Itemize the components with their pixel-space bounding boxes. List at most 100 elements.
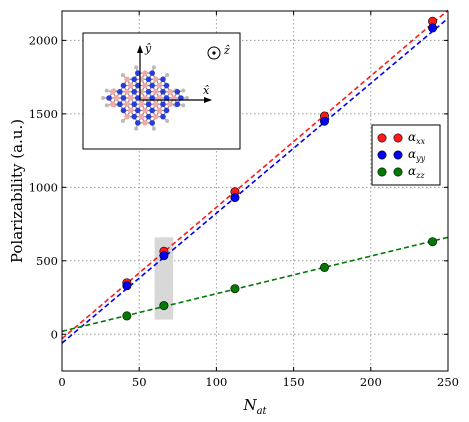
point-yy — [319, 116, 329, 126]
boron-atom — [152, 88, 159, 95]
molecule-inset: ŷ x̂ ẑ — [82, 32, 241, 150]
nitrogen-atom — [135, 82, 141, 89]
axis-ticks: 0 50 100 150 200 250 0 500 1000 1500 2000 — [29, 11, 459, 389]
point-zz — [230, 284, 240, 294]
nitrogen-atom — [149, 95, 155, 101]
legend-label-yy: αyy — [408, 147, 426, 163]
hydrogen-atom — [181, 103, 186, 108]
boron-atom — [142, 107, 148, 114]
nitrogen-atom — [163, 107, 170, 114]
x-tick-label: 100 — [205, 375, 227, 389]
nitrogen-atom — [117, 88, 123, 95]
nitrogen-atom — [131, 101, 138, 108]
boron-atom — [124, 113, 130, 120]
inset-y-axis-label: ŷ — [144, 42, 152, 55]
legend-marker-yy — [377, 150, 387, 160]
hydrogen-atom — [134, 65, 139, 70]
nitrogen-atom — [174, 101, 181, 108]
legend-marker-zz — [393, 167, 403, 177]
x-tick-label: 250 — [437, 375, 459, 389]
point-zz — [319, 262, 329, 272]
hydrogen-atom — [181, 88, 186, 93]
legend: αxx αyy αzz — [371, 124, 441, 186]
hydrogen-atom — [101, 96, 106, 100]
boron-atom — [142, 95, 148, 101]
boron-atom — [124, 88, 130, 95]
boron-atom — [113, 95, 120, 101]
x-axis-label-main: N — [242, 396, 257, 414]
nitrogen-atom — [120, 95, 127, 101]
y-tick-label: 2000 — [29, 33, 58, 47]
z-circle — [207, 46, 221, 60]
x-axis-label-subscript: at — [257, 406, 268, 417]
legend-markers — [377, 133, 403, 177]
boron-atom — [138, 101, 145, 108]
hydrogen-atom — [184, 96, 189, 100]
hydrogen-atom — [151, 126, 156, 131]
nitrogen-atom — [174, 88, 181, 95]
inset-axes — [137, 45, 212, 103]
nitrogen-atom — [131, 76, 138, 83]
boron-atom — [167, 88, 173, 95]
plot-frame — [61, 10, 449, 372]
legend-marker-xx — [393, 133, 403, 143]
point-yy — [230, 193, 240, 203]
nitrogen-atom — [145, 76, 152, 83]
highlight-region — [154, 237, 174, 320]
hydrogen-atom — [104, 103, 109, 108]
nitrogen-atom — [131, 113, 138, 120]
x-tick-label: 50 — [132, 375, 147, 389]
boron-atom — [156, 95, 163, 101]
nitrogen-atom — [120, 107, 127, 114]
nitrogen-atom — [149, 70, 155, 76]
nitrogen-atom — [145, 101, 152, 108]
point-zz — [428, 237, 438, 247]
boron-atom — [142, 70, 148, 76]
nitrogen-atom — [163, 95, 170, 101]
boron-atom — [152, 76, 159, 83]
nitrogen-atom — [120, 82, 127, 89]
nitrogen-atom — [145, 88, 152, 95]
hydrogen-atom — [151, 65, 156, 70]
boron-atom — [109, 88, 116, 95]
nitrogen-atom — [149, 82, 155, 89]
y-tick-label: 500 — [36, 254, 58, 268]
point-yy — [159, 251, 169, 261]
point-zz — [159, 301, 169, 311]
y-tick-label: 1000 — [29, 180, 58, 194]
nitrogen-atom — [149, 107, 155, 114]
y-axis-label: Polarizability (a.u.) — [8, 119, 26, 263]
x-tick-label: 200 — [360, 375, 382, 389]
point-yy — [428, 23, 438, 33]
hydrogen-atom — [120, 73, 125, 78]
z-dot — [212, 51, 216, 55]
out-of-plane-icon — [207, 46, 221, 60]
y-tick-label: 1500 — [29, 107, 58, 121]
nitrogen-atom — [135, 95, 141, 101]
hydrogen-atom — [165, 73, 170, 78]
nitrogen-atom — [160, 113, 166, 120]
inset-x-arrowhead — [204, 97, 212, 103]
boron-atom — [167, 101, 173, 108]
x-tick-label: 0 — [58, 375, 65, 389]
boron-atom — [142, 82, 148, 89]
boron-atom — [138, 113, 145, 120]
hydrogen-atom — [120, 118, 125, 123]
boron-atom — [127, 82, 134, 89]
nitrogen-atom — [178, 95, 184, 101]
legend-marker-zz — [377, 167, 387, 177]
inset-x-axis-label: x̂ — [203, 84, 210, 97]
inset-y-arrowhead — [137, 45, 143, 53]
nitrogen-atom — [160, 76, 166, 83]
boron-atom — [124, 76, 130, 83]
hydrogen-atom — [104, 88, 109, 93]
hydrogen-atom — [134, 126, 139, 131]
boron-atom — [156, 82, 163, 89]
nitrogen-atom — [131, 88, 138, 95]
boron-atom — [152, 101, 159, 108]
boron-atom — [124, 101, 130, 108]
nitrogen-atom — [160, 88, 166, 95]
nitrogen-atom — [149, 120, 155, 126]
point-yy — [122, 281, 132, 291]
